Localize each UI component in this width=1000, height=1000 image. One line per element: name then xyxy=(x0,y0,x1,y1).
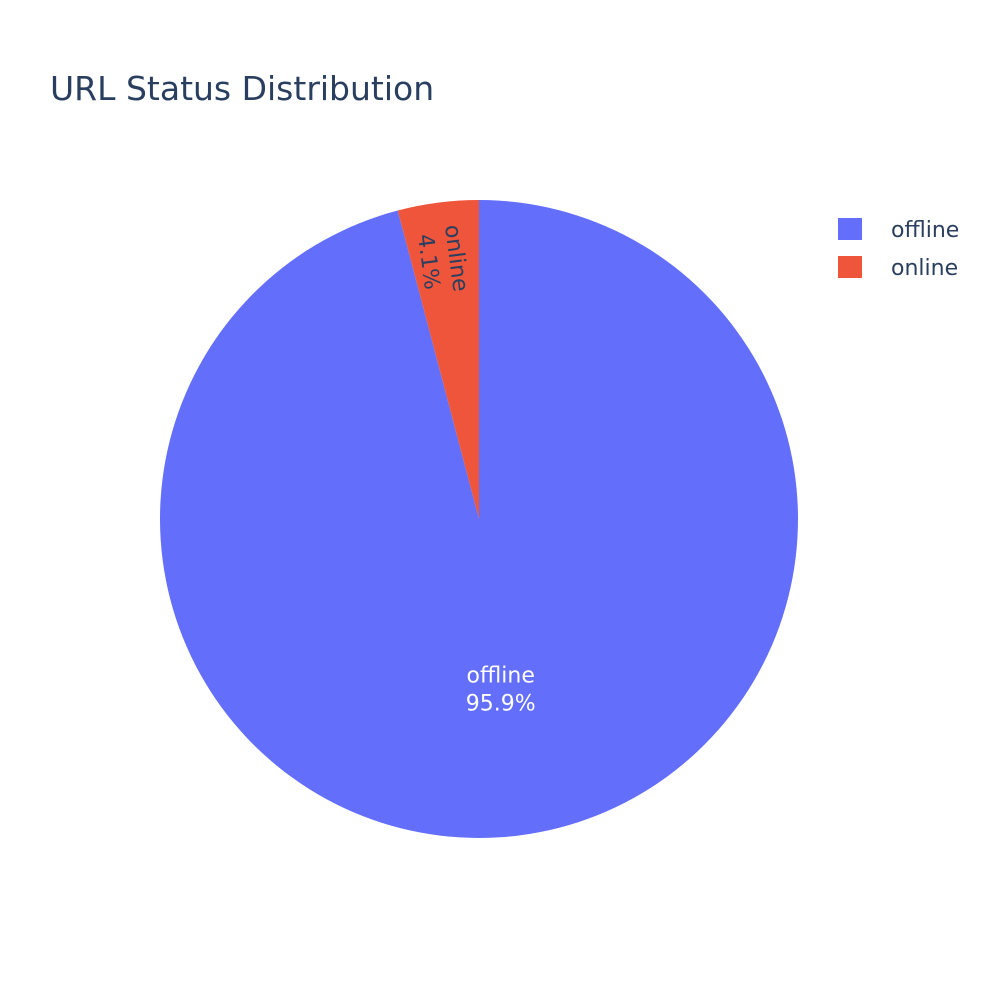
chart-title: URL Status Distribution xyxy=(50,69,434,108)
slice-label-percent: 95.9% xyxy=(466,692,536,717)
pie-slices xyxy=(159,200,798,838)
legend-label-offline: offline xyxy=(891,218,959,243)
legend-item-online[interactable]: online xyxy=(838,256,958,281)
legend[interactable]: offline online xyxy=(838,218,959,281)
pie-slice-offline[interactable] xyxy=(159,200,798,838)
legend-item-offline[interactable]: offline xyxy=(838,218,959,243)
legend-swatch-offline xyxy=(838,218,862,240)
slice-label-name: offline xyxy=(467,664,535,689)
slice-label-offline: offline 95.9% xyxy=(466,664,536,717)
legend-label-online: online xyxy=(891,256,958,281)
pie-slice-online[interactable] xyxy=(397,200,479,519)
legend-swatch-online xyxy=(838,256,862,278)
